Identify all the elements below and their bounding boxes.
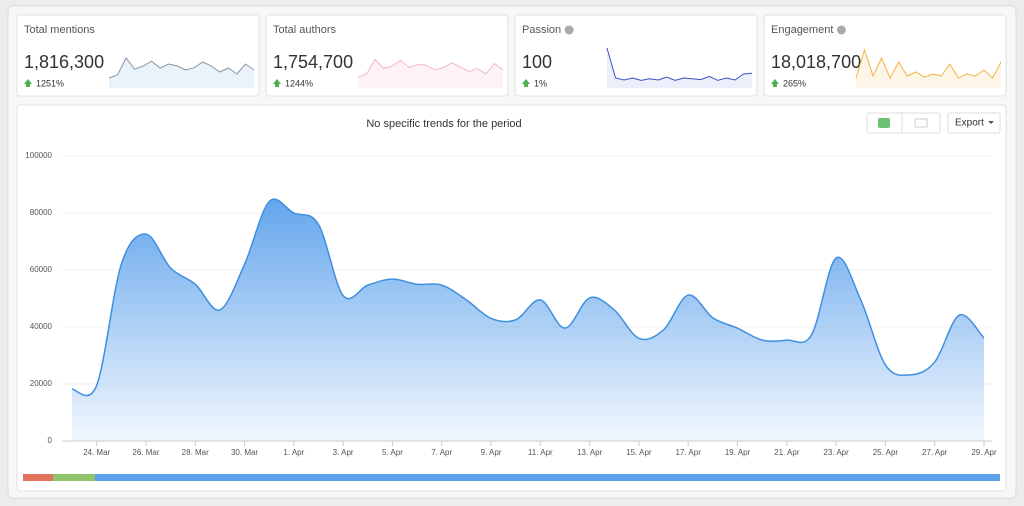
x-tick-label: 25. Apr [873,448,899,457]
up-arrow [24,79,32,87]
sparkline-area [358,59,503,88]
card [514,14,758,97]
chart-title: No specific trends for the period [366,118,521,130]
card-value: 100 [522,52,552,72]
card-change: 1244% [285,78,313,88]
up-arrow [273,79,281,87]
x-tick-label: 28. Mar [182,448,209,457]
card-title: Total authors [273,24,336,36]
x-tick-label: 11. Apr [528,448,553,457]
x-tick-label: 26. Mar [132,448,159,457]
table-icon [914,118,928,128]
export-label: Export [955,118,984,129]
x-tick-label: 5. Apr [382,448,403,457]
up-arrow [522,79,530,87]
y-tick-label: 20000 [30,379,53,388]
y-tick-label: 40000 [30,322,53,331]
sparkline [606,47,753,81]
card-value: 1,816,300 [24,52,104,72]
x-tick-label: 24. Mar [83,448,110,457]
y-tick-label: 80000 [30,208,53,217]
line [71,198,985,397]
card-title: Passion [522,24,561,36]
x-tick-label: 27. Apr [922,448,948,457]
x-tick-label: 21. Apr [774,448,800,457]
range-bar-green [53,474,95,481]
x-tick-label: 29. Apr [971,448,997,457]
view-toggle[interactable] [866,112,941,134]
x-tick-label: 23. Apr [823,448,849,457]
sparkline-area [856,50,1001,88]
x-tick-label: 3. Apr [333,448,354,457]
card-value: 1,754,700 [273,52,353,72]
sparkline [855,48,1002,80]
y-tick-label: 100000 [25,151,52,160]
x-tick-label: 1. Apr [283,448,304,457]
y-tick-label: 0 [48,436,53,445]
card-title: Engagement [771,24,833,36]
caret [988,121,994,124]
sparkline-area [109,58,254,88]
x-tick-label: 7. Apr [431,448,452,457]
x-tick-label: 15. Apr [626,448,652,457]
info-icon [564,25,574,35]
card-change: 1251% [36,78,64,88]
range-bar-red [23,474,53,481]
sparkline-area [607,48,752,88]
info-icon [836,25,846,35]
x-tick-label: 30. Mar [231,448,258,457]
area [72,199,984,441]
up-arrow [771,79,779,87]
card-change: 1% [534,78,547,88]
export-button[interactable] [947,112,1001,134]
card-title: Total mentions [24,24,95,36]
x-tick-label: 9. Apr [481,448,502,457]
x-tick-label: 17. Apr [676,448,702,457]
card-change: 265% [783,78,806,88]
y-tick-label: 60000 [30,265,53,274]
chart-icon [878,118,890,128]
range-bar-blue [95,474,1000,481]
x-tick-label: 19. Apr [725,448,751,457]
x-tick-label: 13. Apr [577,448,603,457]
sparkline [108,57,255,79]
sparkline [357,58,504,78]
card-value: 18,018,700 [771,52,861,72]
